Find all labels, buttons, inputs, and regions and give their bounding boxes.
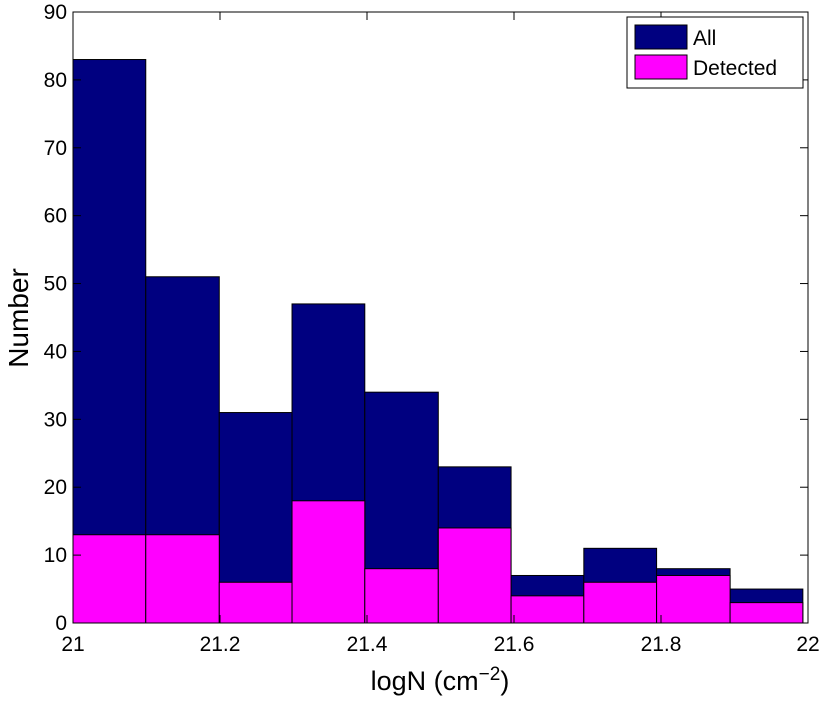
histogram-bar	[364, 568, 439, 624]
legend-label: Detected	[693, 57, 777, 80]
histogram-bar	[583, 581, 658, 624]
legend-label: All	[693, 27, 716, 50]
x-axis-label: logN (cm−2)	[371, 664, 510, 697]
x-tick-label: 21.4	[347, 633, 388, 656]
histogram-bar	[291, 500, 366, 624]
x-axis-label-part: logN (cm	[371, 666, 479, 696]
y-tick-label: 50	[44, 273, 67, 296]
x-tick-label: 21.2	[200, 633, 241, 656]
histogram-bar	[72, 59, 147, 624]
x-tick-label: 22	[796, 633, 819, 656]
y-tick-label: 70	[44, 137, 67, 160]
x-tick-label: 21	[61, 633, 84, 656]
y-tick-label: 20	[44, 476, 67, 499]
histogram-bar	[510, 595, 585, 624]
x-axis-label-part: )	[500, 666, 509, 696]
histogram-bar	[145, 534, 220, 624]
y-tick-label: 60	[44, 205, 67, 228]
histogram-bar	[437, 527, 512, 624]
y-tick-label: 10	[44, 544, 67, 567]
histogram-bar	[656, 574, 731, 624]
histogram-bar	[218, 581, 293, 624]
y-tick-label: 90	[44, 1, 67, 24]
x-axis-label-part: −2	[479, 664, 501, 685]
y-tick-label: 40	[44, 340, 67, 363]
x-tick-label: 21.8	[641, 633, 682, 656]
y-tick-label: 80	[44, 69, 67, 92]
legend-swatch	[634, 54, 688, 80]
x-tick-label: 21.6	[494, 633, 535, 656]
legend-swatch	[634, 24, 688, 50]
histogram-bar	[729, 602, 804, 624]
y-axis-label: Number	[3, 268, 34, 368]
y-tick-label: 0	[55, 612, 67, 635]
y-tick-label: 30	[44, 408, 67, 431]
histogram-bar	[72, 534, 147, 624]
plot-frame	[72, 11, 809, 624]
